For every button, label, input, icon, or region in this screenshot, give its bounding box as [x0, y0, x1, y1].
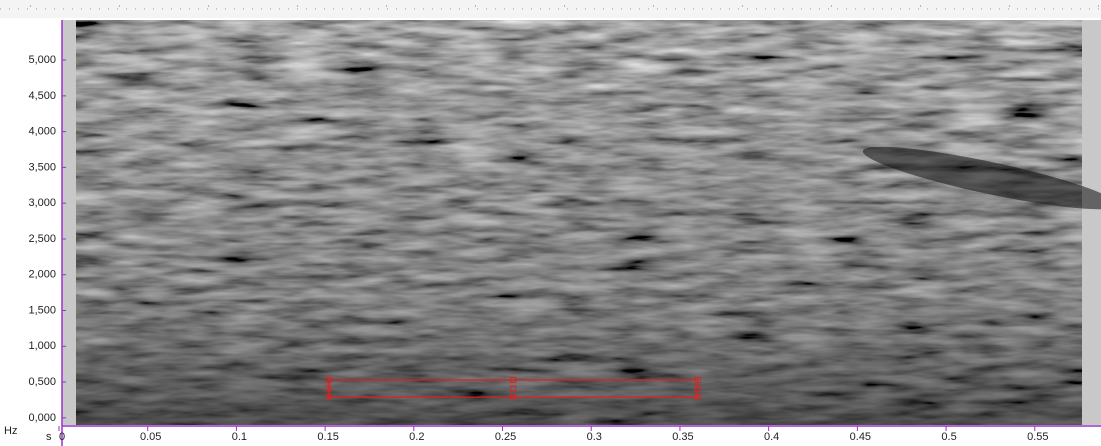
selection-handle	[694, 394, 701, 401]
x-tick-label: 0.5	[941, 431, 956, 443]
y-tick-label: 5,000	[28, 54, 56, 66]
x-tick-label: 0.45	[850, 431, 871, 443]
plot	[76, 20, 1101, 425]
selection-handle	[510, 385, 517, 392]
y-tick-label: 0,000	[28, 412, 56, 424]
x-tick-label: 0.15	[317, 431, 338, 443]
y-tick-label: 2,000	[28, 269, 56, 281]
x-tick-label: 0.4	[764, 431, 779, 443]
y-tick-label: 4,500	[28, 90, 56, 102]
x-tick-label: 0.35	[672, 431, 693, 443]
y-axis-label: Hz	[4, 425, 17, 437]
selection-handle	[325, 385, 332, 392]
ruler	[0, 0, 1101, 18]
selection-handle	[325, 376, 332, 383]
y-tick-label: 2,500	[28, 233, 56, 245]
dark-region	[862, 146, 1101, 210]
y-tick-label: 0,500	[28, 376, 56, 388]
y-tick-label: 1,000	[28, 340, 56, 352]
y-tick-label: 3,500	[28, 161, 56, 173]
selection-box	[328, 379, 699, 398]
x-tick-label: 0.55	[1027, 431, 1048, 443]
x-tick-label: 0.05	[140, 431, 161, 443]
y-tick-label: 4,000	[28, 126, 56, 138]
x-tick-label: 0.25	[495, 431, 516, 443]
spectrogram-shade	[76, 20, 1082, 425]
x-tick-label: 0	[59, 431, 65, 443]
x-axis-label: s	[46, 431, 52, 443]
selection	[325, 376, 701, 401]
selection-handle	[510, 394, 517, 401]
x-tick-label: 0.3	[587, 431, 602, 443]
y-tick-label: 1,500	[28, 304, 56, 316]
selection-handle	[510, 376, 517, 383]
selection-handle	[694, 385, 701, 392]
selection-handle	[325, 394, 332, 401]
x-tick-label: 0.2	[409, 431, 424, 443]
selection-handle	[694, 376, 701, 383]
x-tick-label: 0.1	[232, 431, 247, 443]
y-tick-label: 3,000	[28, 197, 56, 209]
